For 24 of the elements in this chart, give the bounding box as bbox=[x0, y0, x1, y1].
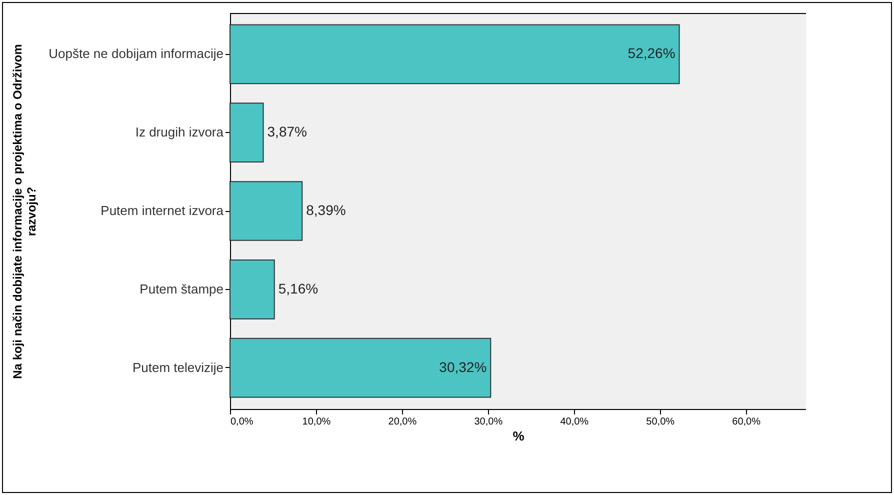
data-label: 3,87% bbox=[267, 124, 307, 140]
x-tick-label: 50,0% bbox=[646, 416, 675, 428]
bar bbox=[230, 260, 275, 320]
x-axis-title: % bbox=[512, 428, 525, 444]
x-tick-label: 20,0% bbox=[388, 416, 417, 428]
x-tick-label: 60,0% bbox=[732, 416, 761, 428]
x-tick-label: 0,0% bbox=[230, 416, 254, 428]
bar bbox=[230, 102, 264, 162]
data-label: 30,32% bbox=[439, 358, 487, 375]
bar bbox=[230, 338, 492, 398]
y-tick-label: Iz drugih izvora bbox=[135, 124, 224, 140]
y-tick-label: Putem štampe bbox=[140, 281, 224, 296]
data-label: 5,16% bbox=[278, 280, 318, 296]
x-tick-label: 10,0% bbox=[302, 416, 331, 428]
y-tick-label: Uopšte ne dobijam informacije bbox=[48, 46, 224, 62]
x-tick-label: 40,0% bbox=[560, 416, 589, 428]
bar bbox=[230, 24, 680, 84]
y-tick-label: Putem internet izvora bbox=[100, 203, 224, 218]
bar bbox=[230, 181, 303, 241]
y-tick-label: Putem televizije bbox=[132, 360, 224, 375]
x-tick-label: 30,0% bbox=[474, 416, 503, 428]
data-label: 52,26% bbox=[628, 45, 676, 62]
y-axis-title: Na koji način dobijate informacije o projektima o Održivom razvoju? bbox=[10, 44, 39, 379]
data-label: 8,39% bbox=[306, 202, 346, 218]
